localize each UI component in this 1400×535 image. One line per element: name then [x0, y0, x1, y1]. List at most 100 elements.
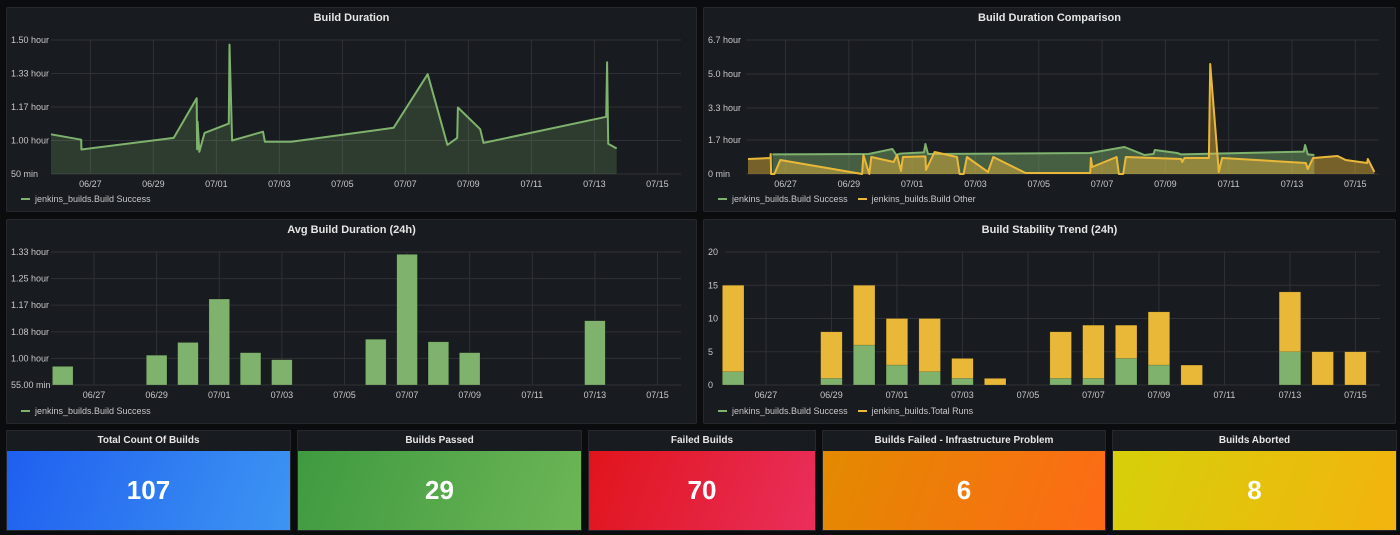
- panel-build-duration-comparison: Build Duration Comparison 0 min 1.7 hour 3…: [703, 7, 1396, 212]
- x-tick-label: 07/13: [1281, 179, 1304, 189]
- bar: [1278, 351, 1301, 386]
- bar: [820, 378, 843, 386]
- legend-label: jenkins_builds.Build Success: [35, 406, 151, 416]
- x-tick-label: 07/13: [583, 179, 606, 189]
- y-tick-label: 1.50 hour: [11, 35, 49, 45]
- bar: [396, 254, 418, 386]
- bar: [722, 371, 745, 386]
- legend-item[interactable]: jenkins_builds.Build Success: [21, 194, 151, 204]
- bar: [177, 342, 199, 386]
- y-tick-label: 5.0 hour: [708, 69, 741, 79]
- x-tick-label: 07/09: [1154, 179, 1177, 189]
- y-tick-label: 1.00 hour: [11, 135, 49, 145]
- x-tick-label: 07/15: [646, 179, 669, 189]
- bar: [1049, 378, 1072, 386]
- x-tick-label: 07/01: [205, 179, 228, 189]
- bar: [584, 320, 606, 386]
- legend-item[interactable]: jenkins_builds.Build Success: [718, 406, 848, 416]
- bar: [951, 378, 974, 386]
- x-tick-label: 06/29: [145, 390, 168, 400]
- x-tick-label: 07/05: [1027, 179, 1050, 189]
- legend-label: jenkins_builds.Build Success: [732, 406, 848, 416]
- x-tick-label: 07/13: [1279, 390, 1302, 400]
- panel-title[interactable]: Build Stability Trend (24h): [981, 224, 1118, 236]
- bar: [365, 339, 387, 386]
- y-tick-label: 1.33 hour: [11, 247, 49, 257]
- panel-avg-build-duration: Avg Build Duration (24h) 55.00 min 1.00 h…: [6, 219, 697, 424]
- bar: [1147, 364, 1170, 386]
- y-tick-label: 1.25 hour: [11, 274, 49, 284]
- x-tick-label: 07/07: [394, 179, 417, 189]
- y-tick-label: 5: [708, 347, 713, 357]
- x-tick-label: 07/11: [521, 390, 543, 400]
- x-tick-label: 07/11: [520, 179, 542, 189]
- x-tick-label: 07/15: [646, 390, 669, 400]
- y-tick-label: 1.00 hour: [11, 353, 49, 363]
- series-area: [51, 44, 617, 174]
- stat-title[interactable]: Builds Failed - Infrastructure Problem: [874, 435, 1054, 446]
- y-tick-label: 15: [708, 280, 718, 290]
- bar: [1082, 324, 1105, 386]
- x-tick-label: 07/03: [271, 390, 294, 400]
- x-tick-label: 07/07: [1091, 179, 1114, 189]
- bar: [1115, 358, 1138, 386]
- series-line: [50, 43, 618, 153]
- bar: [722, 285, 745, 386]
- bar: [918, 371, 941, 386]
- stat-title[interactable]: Builds Aborted: [1218, 435, 1291, 446]
- legend-item[interactable]: jenkins_builds.Build Other: [857, 194, 976, 204]
- panel-build-stability: Build Stability Trend (24h) 0 5 10 15 20 06/2…: [703, 219, 1396, 424]
- x-tick-label: 07/03: [951, 390, 974, 400]
- bar: [1311, 351, 1334, 386]
- x-tick-label: 07/13: [584, 390, 607, 400]
- x-tick-label: 07/15: [1344, 179, 1367, 189]
- legend-swatch: [21, 410, 30, 412]
- series-line: [772, 143, 1315, 156]
- y-tick-label: 0: [708, 380, 713, 390]
- legend-swatch: [21, 198, 30, 200]
- legend-label: jenkins_builds.Total Runs: [871, 406, 974, 416]
- y-tick-label: 55.00 min: [11, 380, 51, 390]
- legend-item[interactable]: jenkins_builds.Build Success: [21, 406, 151, 416]
- x-tick-label: 06/29: [820, 390, 843, 400]
- y-tick-label: 10: [708, 314, 718, 324]
- build-duration-chart: 50 min 1.00 hour 1.17 hour 1.33 hour 1.50 ho…: [11, 35, 681, 189]
- stat-failed-builds: Failed Builds 70: [588, 430, 816, 531]
- stat-title[interactable]: Builds Passed: [405, 435, 474, 446]
- y-tick-label: 0 min: [708, 169, 730, 179]
- panel-title[interactable]: Build Duration: [313, 12, 390, 24]
- stat-value: 70: [589, 451, 815, 530]
- x-tick-label: 07/01: [886, 390, 909, 400]
- y-tick-label: 1.17 hour: [11, 300, 49, 310]
- stat-title[interactable]: Total Count Of Builds: [97, 435, 200, 446]
- legend-item[interactable]: jenkins_builds.Total Runs: [857, 406, 974, 416]
- x-tick-label: 07/09: [1148, 390, 1171, 400]
- build-duration-comparison-chart: 0 min 1.7 hour 3.3 hour 5.0 hour 6.7 hour 06/…: [708, 35, 1379, 189]
- stat-builds-passed: Builds Passed 29: [297, 430, 582, 531]
- bar: [885, 364, 908, 386]
- bar: [853, 344, 876, 386]
- x-tick-label: 06/27: [83, 390, 106, 400]
- x-tick-label: 06/29: [838, 179, 861, 189]
- stat-infrastructure-failures: Builds Failed - Infrastructure Problem 6: [822, 430, 1106, 531]
- legend-swatch: [857, 198, 867, 200]
- x-tick-label: 07/05: [333, 390, 356, 400]
- legend-label: jenkins_builds.Build Other: [871, 194, 976, 204]
- bar: [1344, 351, 1367, 386]
- bar: [984, 378, 1007, 386]
- x-tick-label: 06/29: [142, 179, 165, 189]
- panel-title[interactable]: Avg Build Duration (24h): [287, 224, 416, 236]
- x-tick-label: 07/03: [964, 179, 987, 189]
- legend-item[interactable]: jenkins_builds.Build Success: [718, 194, 848, 204]
- y-tick-label: 1.08 hour: [11, 327, 49, 337]
- x-tick-label: 06/27: [79, 179, 102, 189]
- x-tick-label: 07/15: [1344, 390, 1367, 400]
- legend-swatch: [718, 198, 727, 200]
- stat-title[interactable]: Failed Builds: [670, 435, 734, 446]
- y-tick-label: 6.7 hour: [708, 35, 741, 45]
- avg-build-duration-chart: 55.00 min 1.00 hour 1.08 hour 1.17 hour 1.25…: [11, 247, 681, 400]
- panel-title[interactable]: Build Duration Comparison: [978, 12, 1121, 24]
- x-tick-label: 07/05: [331, 179, 354, 189]
- legend: jenkins_builds.Build Success jenkins_buil…: [718, 406, 973, 416]
- x-tick-label: 06/27: [774, 179, 797, 189]
